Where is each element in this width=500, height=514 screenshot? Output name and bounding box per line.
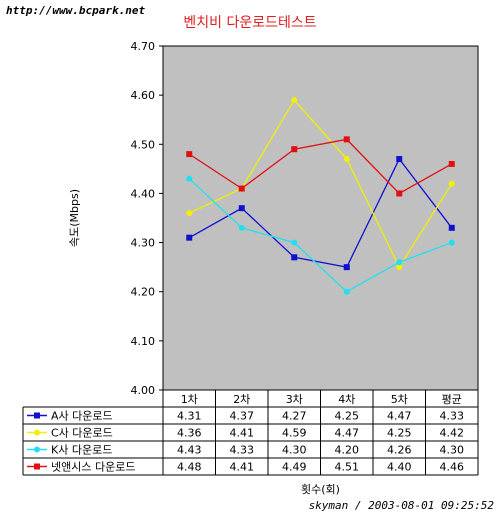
table-value: 4.30 [282,444,307,457]
y-tick-label: 4.40 [131,187,156,200]
x-axis-label: 횟수(회) [301,483,340,496]
data-point [343,288,350,295]
data-point [396,259,403,266]
data-point [396,190,403,197]
table-value: 4.25 [335,410,360,423]
data-point [238,205,245,212]
table-value: 4.46 [440,461,465,474]
data-point [291,254,298,261]
data-point [291,239,298,246]
table-value: 4.43 [177,444,202,457]
x-category-label: 1차 [181,393,198,406]
table-value: 4.30 [440,444,465,457]
data-point [448,180,455,187]
x-category-label: 5차 [391,393,408,406]
table-value: 4.20 [335,444,360,457]
data-point [238,185,245,192]
y-tick-label: 4.00 [131,384,156,397]
legend-key-marker [34,446,40,453]
data-point [186,151,193,158]
table-value: 4.59 [282,427,307,440]
legend-series-name: 넷앤시스 다운로드 [51,461,135,474]
data-point [343,264,350,271]
table-value: 4.26 [387,444,412,457]
x-category-label: 평균 [442,393,462,406]
footer-signature: skyman / 2003-08-01 09:25:52 [308,499,494,512]
table-value: 4.49 [282,461,307,474]
x-category-label: 2차 [233,393,250,406]
chart-title: 벤치비 다운로드테스트 [183,15,317,31]
data-point [448,224,455,231]
data-point [448,160,455,167]
data-point [291,97,298,104]
data-point [186,175,193,182]
series-line [188,98,453,269]
table-value: 4.41 [230,427,255,440]
legend-series-name: C사 다운로드 [51,427,113,440]
table-value: 4.31 [177,410,202,423]
table-value: 4.47 [387,410,412,423]
plot-area [162,45,479,391]
data-point [186,210,193,217]
table-value: 4.48 [177,461,202,474]
legend-series-name: A사 다운로드 [51,410,113,423]
data-point [291,146,298,153]
table-value: 4.41 [230,461,255,474]
y-tick-label: 4.10 [131,335,156,348]
table-value: 4.25 [387,427,412,440]
series-line [188,157,453,268]
data-point [186,234,193,241]
y-tick-label: 4.30 [131,237,156,250]
y-tick-label: 4.60 [131,89,156,102]
table-value: 4.40 [387,461,412,474]
legend-key-marker [34,412,40,419]
y-tick-label: 4.70 [131,40,156,53]
data-point [396,264,403,271]
legend-key-marker [34,429,40,436]
x-category-label: 4차 [338,393,355,406]
series-line [188,138,453,195]
data-point [238,224,245,231]
y-axis-label: 속도(Mbps) [68,189,81,247]
y-tick-label: 4.20 [131,286,156,299]
x-category-label: 3차 [286,393,303,406]
data-point [396,156,403,163]
legend-key-marker [34,463,40,470]
table-value: 4.33 [230,444,255,457]
table-value: 4.27 [282,410,307,423]
table-value: 4.42 [440,427,465,440]
table-value: 4.33 [440,410,465,423]
series-line [188,178,452,293]
data-point [343,136,350,143]
table-value: 4.36 [177,427,202,440]
data-point [343,156,350,163]
table-value: 4.51 [335,461,360,474]
table-value: 4.37 [230,410,255,423]
data-point [448,239,455,246]
watermark-text: http://www.bcpark.net [6,4,146,17]
y-tick-label: 4.50 [131,138,156,151]
legend-series-name: K사 다운로드 [51,444,112,457]
table-value: 4.47 [335,427,360,440]
